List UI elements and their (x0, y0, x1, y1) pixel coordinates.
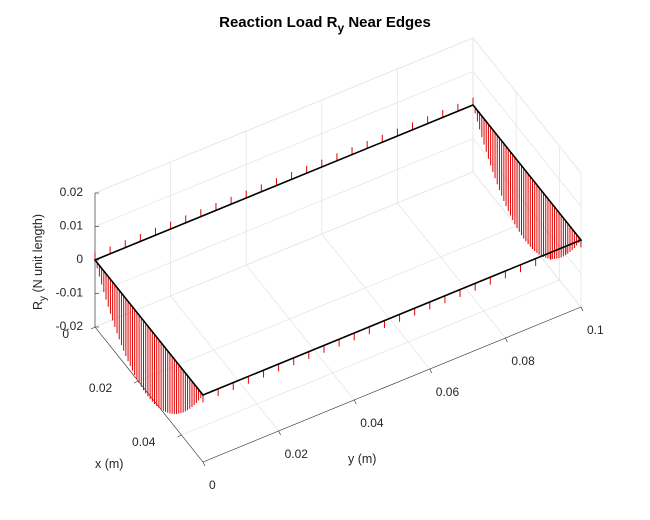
y-tick-mark (278, 430, 281, 436)
z-axis-label: Ry (N unit length) (31, 214, 49, 310)
grid-line (397, 202, 506, 339)
x-tick-label: 0 (62, 327, 69, 341)
z-tick-label: 0 (76, 252, 83, 266)
y-tick-mark (580, 306, 584, 312)
y-tick-mark (505, 337, 508, 343)
grid-line (94, 138, 474, 294)
y-tick-label: 0.02 (285, 447, 309, 461)
y-tick-mark (353, 399, 357, 405)
y-tick-label: 0.04 (360, 416, 384, 430)
grid-line (472, 71, 582, 207)
y-tick-label: 0 (209, 478, 216, 492)
y-tick-mark (202, 461, 206, 467)
tick-labels: -0.02 -0.01 0 0.01 0.02 0 0.02 0.04 0 0.02 0.04 0.0… (56, 185, 604, 492)
grid-line (245, 264, 355, 401)
grid-line (94, 71, 474, 227)
y-axis-line (202, 306, 582, 463)
grid-line (94, 171, 474, 328)
grid-line (472, 138, 582, 274)
x-tick-label: 0.04 (132, 435, 156, 449)
grid-line (321, 233, 431, 370)
y-tick-mark (429, 368, 433, 374)
y-tick-label: 0.08 (511, 354, 535, 368)
z-tick-label: 0.02 (60, 185, 84, 199)
y-axis-label: y (m) (348, 452, 376, 466)
z-tick-label: -0.01 (56, 286, 84, 300)
z-tick-label: -0.02 (56, 319, 84, 333)
x-tick-mark (134, 380, 139, 384)
box-edge (472, 37, 582, 174)
plate-outline (93, 104, 583, 396)
grid-line (472, 171, 582, 308)
x-tick-mark (90, 326, 96, 330)
y-tick-label: 0.1 (587, 323, 604, 337)
z-tick-label: 0.01 (60, 219, 84, 233)
grid-line (138, 225, 517, 382)
grid-line (170, 295, 279, 432)
x-axis-label: x (m) (95, 457, 123, 471)
y-tick-label: 0.06 (436, 385, 460, 399)
x-tick-label: 0.02 (89, 381, 113, 395)
box-edge (94, 37, 474, 194)
chart-title: Reaction Load Ry Near Edges (219, 14, 431, 35)
x-tick-mark (177, 434, 182, 438)
plate-outline-shape (93, 104, 583, 396)
axis-box (90, 192, 584, 467)
grid-line (181, 279, 560, 436)
x-axis-line (94, 326, 204, 463)
reaction-stems (94, 97, 582, 415)
